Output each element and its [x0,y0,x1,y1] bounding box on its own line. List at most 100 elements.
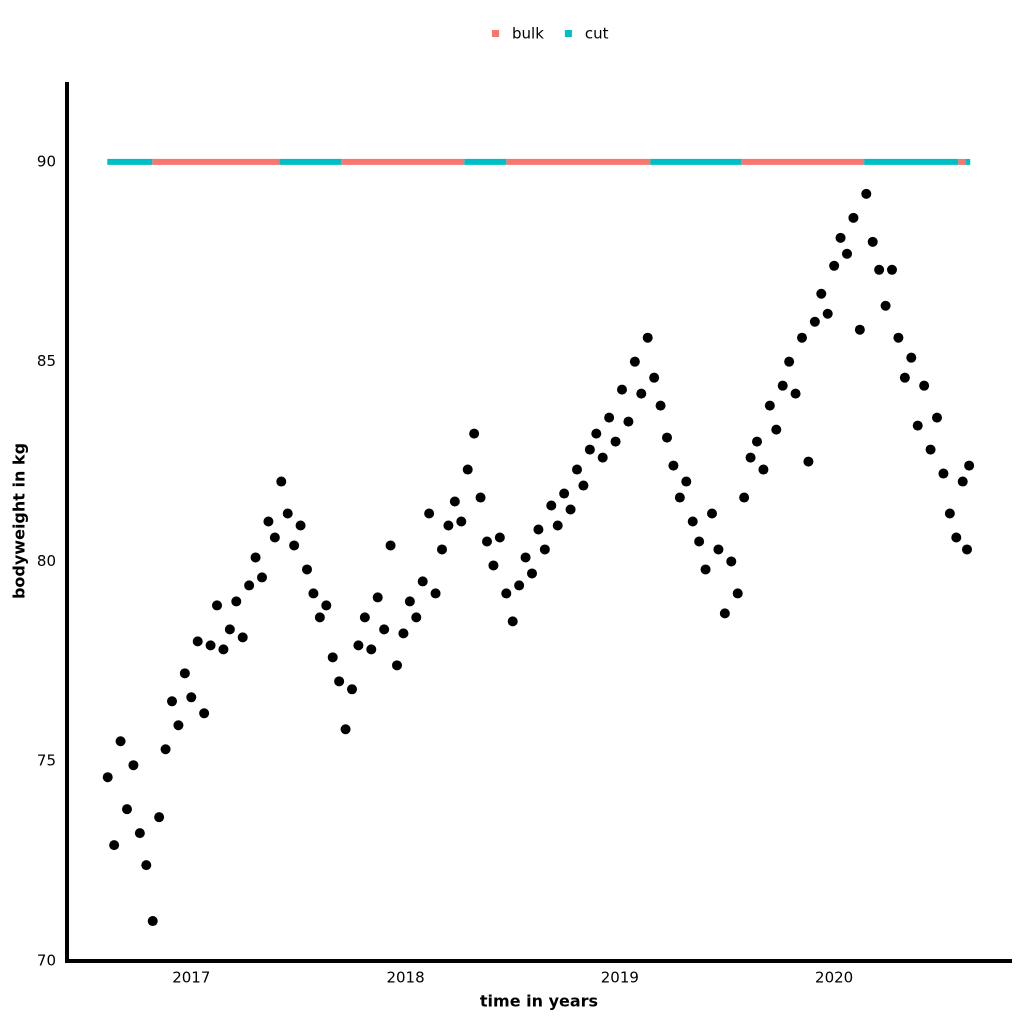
data-point [964,460,975,471]
data-point [912,420,923,431]
data-point [539,544,550,555]
y-tick-label: 80 [37,552,56,570]
data-point [700,564,711,575]
data-point [861,188,872,199]
data-point [887,264,897,275]
data-point [102,772,113,783]
data-point [385,540,396,551]
data-point [263,516,274,527]
y-tick-label: 85 [37,352,56,370]
data-point [797,332,807,343]
data-point [713,544,724,555]
data-point [906,352,917,363]
data-point [842,248,852,259]
data-point [109,840,120,851]
data-point [179,668,190,679]
y-axis-title: bodyweight in kg [10,443,29,599]
data-point [552,520,563,531]
data-point [835,232,846,243]
data-point [572,464,582,475]
data-point [681,476,692,487]
data-point [456,516,467,527]
data-point [809,316,820,327]
data-point [617,384,627,395]
data-point [340,724,351,735]
data-point [674,492,685,503]
data-point [874,264,885,275]
data-point [938,468,949,479]
data-point [520,552,531,563]
data-point [398,628,409,639]
data-point [771,424,782,435]
data-point [334,676,345,687]
data-point [719,608,730,619]
data-point [829,260,840,271]
data-point [224,624,235,635]
data-point [629,356,640,367]
data-point [282,508,293,519]
data-point [944,508,955,519]
data-point [244,580,255,591]
data-point [957,476,968,487]
data-point [764,400,775,411]
data-point [488,560,499,571]
data-point [160,744,171,755]
data-point [533,524,544,535]
data-point [295,520,306,531]
data-point [469,428,480,439]
data-point [591,428,602,439]
data-point [462,464,473,475]
data-point [739,492,750,503]
data-point [790,388,801,399]
data-point [276,476,287,487]
data-point [411,612,422,623]
data-point [449,496,460,507]
data-point [392,660,402,671]
data-point [932,412,942,423]
data-point [880,300,891,311]
data-point [205,640,216,651]
data-point [327,652,338,663]
y-tick-label: 75 [37,752,56,770]
data-point [366,644,377,655]
data-point [218,644,229,655]
y-tick-label: 70 [37,952,56,970]
data-point [752,436,762,447]
data-point [347,684,357,695]
data-point [134,828,145,839]
data-point [494,532,505,543]
data-point [147,916,158,927]
y-tick-label: 90 [37,152,56,170]
data-point [597,452,608,463]
data-point [951,532,962,543]
data-point [546,500,557,511]
data-point [732,588,743,599]
data-point [578,480,589,491]
data-point [154,812,165,823]
data-point [559,488,570,499]
data-point [687,516,698,527]
x-tick-label: 2018 [386,969,424,987]
data-point [314,612,325,623]
data-point [128,760,139,771]
data-point [141,860,152,871]
data-point [212,600,222,611]
data-point [777,380,788,391]
x-tick-label: 2019 [601,969,639,987]
data-point [321,600,332,611]
data-point [192,636,203,647]
data-point [565,504,576,515]
data-point [962,544,972,555]
data-point [527,568,537,579]
data-point [237,632,248,643]
data-point [372,592,383,603]
data-point [475,492,486,503]
data-point [694,536,705,547]
x-axis-title: time in years [480,992,598,1011]
data-point [726,556,737,567]
data-point [758,464,769,475]
data-point [642,332,653,343]
data-point [854,324,865,335]
data-point [649,372,660,383]
